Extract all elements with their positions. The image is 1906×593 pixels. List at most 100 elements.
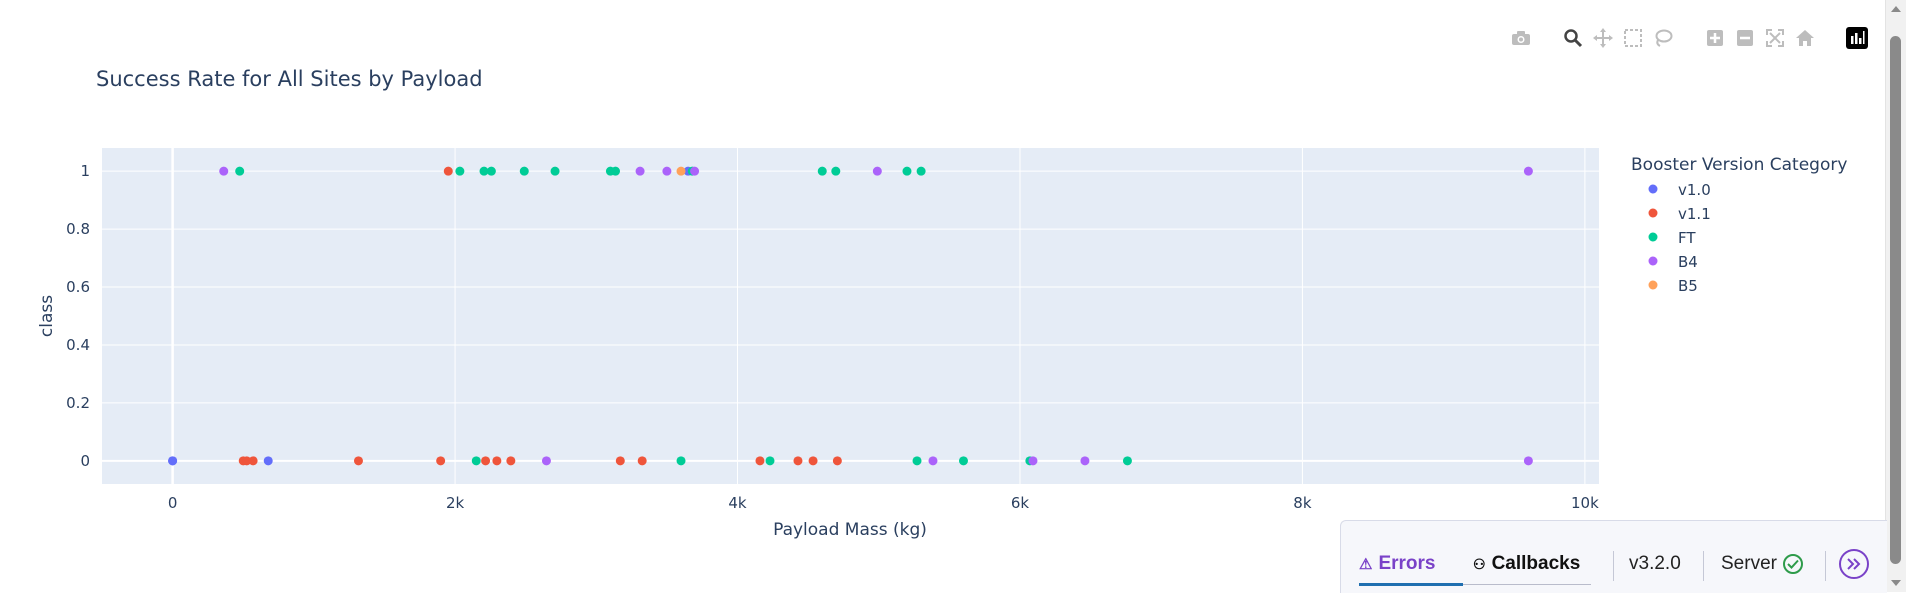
reset-axes-icon[interactable] — [1794, 27, 1816, 49]
legend-marker-B5[interactable] — [1648, 280, 1658, 290]
zoom-out-icon[interactable] — [1734, 27, 1756, 49]
x-tick-label: 2k — [446, 494, 465, 512]
legend-marker-v1.0[interactable] — [1648, 184, 1658, 194]
scatter-point-v1.1[interactable] — [808, 456, 818, 466]
dash-devtools-bar: ⚠ Errors ⚇ Callbacks v3.2.0 Server — [1340, 520, 1887, 593]
legend-item-FT[interactable]: FT — [1678, 229, 1696, 247]
scatter-point-B4[interactable] — [1028, 456, 1038, 466]
legend-item-B4[interactable]: B4 — [1678, 253, 1698, 271]
scatter-point-FT[interactable] — [610, 166, 620, 176]
scatter-point-FT[interactable] — [916, 166, 926, 176]
scatter-point-B4[interactable] — [1080, 456, 1090, 466]
x-axis-title: Payload Mass (kg) — [773, 520, 927, 540]
scatter-point-FT[interactable] — [519, 166, 529, 176]
data-points — [168, 166, 1533, 466]
server-label: Server — [1721, 553, 1777, 574]
scatter-point-v1.1[interactable] — [248, 456, 258, 466]
tick-labels: 0 2k 4k 6k 8k 10k 0 0.2 0.4 0.6 0.8 1 — [66, 162, 1599, 512]
scatter-point-v1.1[interactable] — [832, 456, 842, 466]
zoom-icon[interactable] — [1562, 27, 1584, 49]
scatter-point-v1.1[interactable] — [615, 456, 625, 466]
scatter-point-B4[interactable] — [928, 456, 938, 466]
scatter-point-FT[interactable] — [912, 456, 922, 466]
scroll-thumb[interactable] — [1890, 36, 1901, 564]
y-tick-label: 0.4 — [66, 336, 90, 354]
camera-icon[interactable] — [1510, 27, 1532, 49]
scatter-point-v1.1[interactable] — [242, 456, 252, 466]
callbacks-tab[interactable]: ⚇ Callbacks — [1473, 549, 1580, 579]
scatter-point-FT[interactable] — [1122, 456, 1132, 466]
scatter-point-B4[interactable] — [872, 166, 882, 176]
scatter-point-FT[interactable] — [765, 456, 775, 466]
callbacks-tab-underline — [1463, 584, 1591, 585]
scatter-point-v1.0[interactable] — [168, 456, 178, 466]
autoscale-icon[interactable] — [1764, 27, 1786, 49]
scatter-point-v1.1[interactable] — [793, 456, 803, 466]
scatter-point-B4[interactable] — [1523, 166, 1533, 176]
scatter-point-FT[interactable] — [902, 166, 912, 176]
x-tick-label: 0 — [168, 494, 178, 512]
scatter-point-FT[interactable] — [471, 456, 481, 466]
scatter-point-v1.1[interactable] — [353, 456, 363, 466]
y-tick-label: 1 — [80, 162, 90, 180]
x-tick-label: 10k — [1571, 494, 1599, 512]
scroll-up-icon[interactable] — [1891, 6, 1901, 12]
errors-tab-underline — [1359, 583, 1463, 586]
scatter-point-v1.1[interactable] — [481, 456, 491, 466]
scatter-point-v1.1[interactable] — [637, 456, 647, 466]
scatter-point-FT[interactable] — [831, 166, 841, 176]
scatter-point-B4[interactable] — [635, 166, 645, 176]
scatter-point-FT[interactable] — [676, 456, 686, 466]
scatter-point-v1.1[interactable] — [506, 456, 516, 466]
callbacks-icon: ⚇ — [1473, 555, 1486, 572]
errors-tab[interactable]: ⚠ Errors — [1359, 549, 1435, 579]
expand-devtools-icon[interactable] — [1839, 549, 1869, 579]
legend: v1.0 v1.1 FT B4 B5 — [1648, 181, 1711, 295]
plot-area[interactable] — [102, 148, 1599, 484]
scatter-point-v1.1[interactable] — [755, 456, 765, 466]
check-circle-icon — [1782, 554, 1803, 574]
scatter-point-FT[interactable] — [817, 166, 827, 176]
legend-title: Booster Version Category — [1631, 155, 1847, 175]
scatter-point-B4[interactable] — [662, 166, 672, 176]
legend-item-B5[interactable]: B5 — [1678, 277, 1698, 295]
y-tick-label: 0.2 — [66, 394, 90, 412]
legend-marker-FT[interactable] — [1648, 232, 1658, 242]
y-tick-label: 0.6 — [66, 278, 90, 296]
grid-lines — [102, 148, 1599, 484]
legend-marker-v1.1[interactable] — [1648, 208, 1658, 218]
errors-label: Errors — [1378, 553, 1436, 574]
scatter-point-v1.1[interactable] — [492, 456, 502, 466]
divider — [1825, 551, 1826, 581]
scatter-point-v1.0[interactable] — [263, 456, 273, 466]
zoom-in-icon[interactable] — [1704, 27, 1726, 49]
lasso-select-icon[interactable] — [1652, 27, 1674, 49]
x-tick-label: 6k — [1011, 494, 1030, 512]
scatter-point-v1.1[interactable] — [443, 166, 453, 176]
scatter-point-FT[interactable] — [235, 166, 245, 176]
scatter-point-B5[interactable] — [676, 166, 686, 176]
scatter-point-FT[interactable] — [455, 166, 465, 176]
scatter-point-FT[interactable] — [958, 456, 968, 466]
box-select-icon[interactable] — [1622, 27, 1644, 49]
legend-marker-B4[interactable] — [1648, 256, 1658, 266]
scatter-point-FT[interactable] — [479, 166, 489, 176]
scatter-point-B4[interactable] — [690, 166, 700, 176]
divider — [1703, 551, 1704, 581]
legend-item-v1.0[interactable]: v1.0 — [1678, 181, 1711, 199]
legend-item-v1.1[interactable]: v1.1 — [1678, 205, 1711, 223]
scroll-down-icon[interactable] — [1891, 580, 1901, 586]
scatter-point-B4[interactable] — [1523, 456, 1533, 466]
scatter-point-B4[interactable] — [541, 456, 551, 466]
page-scrollbar[interactable] — [1885, 0, 1906, 592]
scatter-point-FT[interactable] — [486, 166, 496, 176]
pan-icon[interactable] — [1592, 27, 1614, 49]
warning-icon: ⚠ — [1359, 556, 1373, 573]
x-tick-label: 4k — [728, 494, 747, 512]
y-axis-title: class — [37, 295, 57, 337]
scatter-point-FT[interactable] — [550, 166, 560, 176]
scatter-point-B4[interactable] — [219, 166, 229, 176]
scatter-point-v1.1[interactable] — [436, 456, 446, 466]
plotly-logo-icon[interactable] — [1846, 27, 1868, 49]
